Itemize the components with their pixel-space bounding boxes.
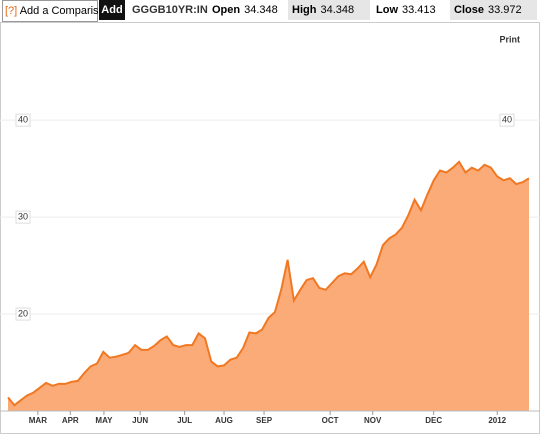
chart: Print 202030304040MARAPRMAYJUNJULAUGSEPO… [0,22,540,434]
y-tick-box [15,210,31,224]
x-tick-label: AUG [215,416,233,425]
open-label: Open [212,4,241,16]
close-stat: Close 33.972 [450,0,537,20]
x-tick-label: MAY [95,416,113,425]
low-value: 33.413 [402,4,436,16]
x-tick-label: DEC [425,416,442,425]
x-tick-label: 2012 [488,416,506,425]
x-tick-label: JUL [177,416,192,425]
line [7,160,530,407]
x-tick-label: NOV [364,416,382,425]
low-stat: Low 33.413 [372,0,448,20]
area [8,161,529,411]
open-value: 34.348 [244,4,278,16]
x-tick-label: SEP [256,416,273,425]
ticker: GGGB10YR:IND [132,4,216,16]
y-tick-box [15,307,31,321]
high-stat: High 34.348 [288,0,370,20]
chart-frame [0,22,540,434]
toolbar: [?] Add a Comparison Add GGGB10YR:IND Op… [0,0,541,22]
y-tick-label: 30 [18,211,28,221]
input-placeholder: Add a Comparison [19,5,111,17]
close-value: 33.972 [487,4,522,16]
print-link[interactable]: Print [499,34,520,44]
x-tick-label: APR [62,416,79,425]
help-link[interactable]: [?] [5,5,18,17]
y-tick-box [15,113,31,127]
x-tick-label: MAR [29,416,47,425]
close-label: Close [454,4,484,16]
add-button[interactable]: Add [99,0,125,20]
y-tick-label: 40 [18,115,28,125]
comparison-input[interactable]: [?] Add a Comparison [2,0,111,22]
y-tick-box [499,113,515,127]
y-tick-label: 40 [502,115,512,125]
y-tick-label: 20 [18,308,28,318]
low-label: Low [376,4,398,16]
x-tick-label: OCT [322,416,339,425]
open-stat: Open 34.348 [208,0,288,20]
high-label: High [292,4,317,16]
x-tick-label: JUN [132,416,148,425]
high-value: 34.348 [320,4,355,16]
